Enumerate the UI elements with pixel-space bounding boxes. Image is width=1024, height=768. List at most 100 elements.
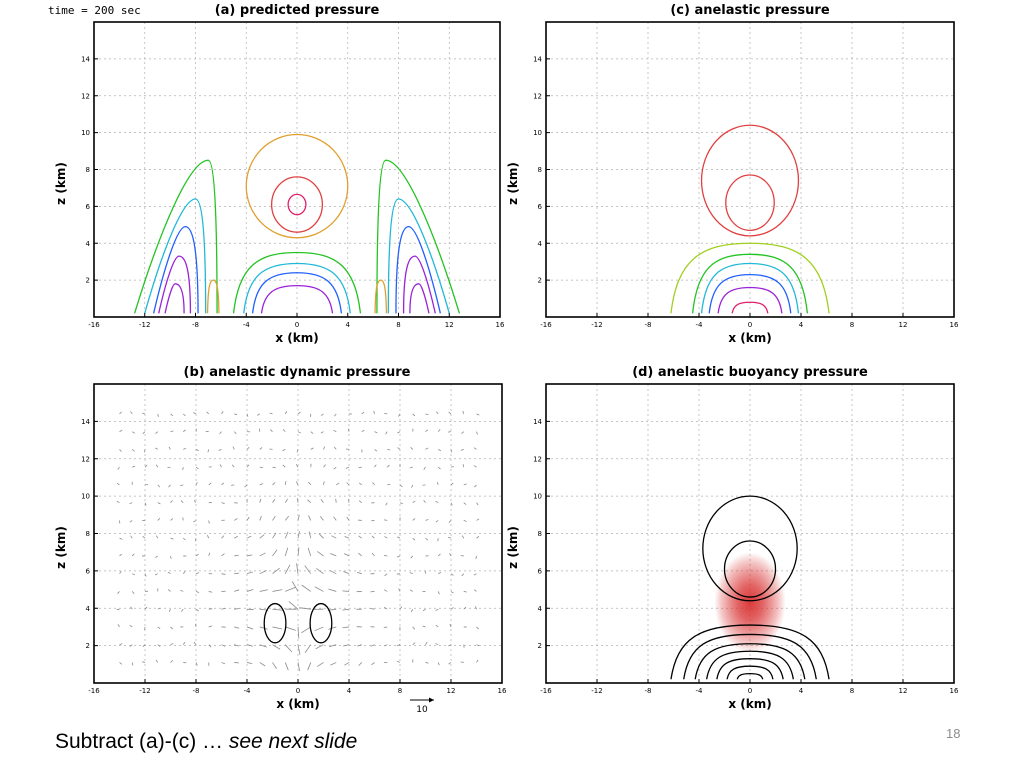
wind-vector [234,572,240,575]
wind-vector [310,447,314,450]
wind-vector [208,482,212,486]
wind-vector [131,662,134,666]
wind-vector [476,413,480,416]
wind-vector [436,481,439,486]
wind-vector [473,589,477,592]
wind-vector [207,535,210,539]
x-axis-label: x (km) [728,331,771,345]
x-tick-label: -12 [591,687,602,695]
panel-title: (d) anelastic buoyancy pressure [632,365,868,380]
wind-vector [437,466,441,470]
wind-vector [208,591,213,593]
x-tick-label: -4 [696,321,704,329]
wind-vector [117,466,120,470]
wind-vector [156,535,159,539]
contour-line [287,193,307,216]
x-tick-label: 12 [899,687,908,695]
wind-vector [310,431,314,434]
wind-vector [195,572,200,575]
wind-vector [399,484,403,488]
wind-vector [461,573,465,577]
wind-vector [180,500,184,503]
wind-vector [219,431,222,435]
wind-vector [448,644,452,647]
wind-vector [386,464,390,468]
wind-vector [182,571,186,574]
contour-line [723,540,777,598]
wind-vector [142,644,146,648]
wind-vector [270,429,273,432]
wind-vector [463,520,467,522]
y-tick-label: 8 [538,530,542,538]
wind-vector [343,571,350,575]
wind-vector [208,552,211,557]
wind-vector [285,626,296,631]
wind-vector [206,411,210,415]
wind-vector [358,500,362,503]
wind-vector [357,644,362,647]
contour-group [670,124,830,314]
wind-vector [346,482,350,486]
wind-vector [435,608,439,611]
wind-vector [129,644,133,647]
wind-vector [284,481,287,485]
wind-vector [221,553,225,557]
wind-vector [373,410,375,415]
wind-vector [181,608,184,612]
contour-line [683,633,817,680]
wind-vector [435,500,439,504]
x-axis-label: x (km) [275,331,318,345]
x-tick-label: 4 [799,321,804,329]
wind-vector [450,449,453,453]
wind-vector [333,516,337,521]
wind-vector [425,429,429,432]
slide-page-number: 18 [946,726,961,741]
wind-vector [154,573,158,576]
wind-vector [259,515,262,521]
wind-vector [272,466,276,469]
contour-line [731,301,769,314]
wind-vector [180,589,184,592]
wind-vector [259,534,265,539]
wind-vector [116,482,120,486]
wind-vector [328,588,337,592]
wind-vector [119,411,122,415]
wind-vector [170,626,173,630]
wind-vector [437,429,441,432]
y-tick-label: 12 [81,455,90,463]
vector-scale-label: 10 [416,705,428,715]
wind-vector [397,536,401,539]
wind-vector [167,571,171,575]
wind-vector [170,430,174,433]
wind-vector [437,553,441,557]
wind-vector [246,464,250,468]
wind-vector [170,413,174,417]
wind-vector [435,520,439,523]
wind-vector [272,608,283,611]
wind-vector [304,644,312,654]
wind-vector [307,547,312,557]
wind-vector [435,624,439,628]
wind-vector [157,413,159,417]
wind-vector [155,555,158,559]
wind-vector [282,464,286,468]
wind-vector [425,413,429,416]
wind-vector [297,644,301,655]
wind-vector [448,662,452,665]
wind-vector [132,573,136,576]
wind-vector [358,552,363,557]
x-tick-label: 4 [799,687,804,695]
wind-vector [320,499,324,503]
contour-line [133,159,218,314]
time-label: time = 200 sec [48,4,141,17]
wind-vector [284,531,289,539]
wind-vector [437,591,440,595]
wind-vector [323,464,326,468]
contour-line [402,255,436,314]
wind-vector [409,572,413,575]
wind-vector [437,538,439,542]
wind-vector [182,641,186,645]
contour-line [694,643,806,680]
wind-vector [119,537,123,540]
